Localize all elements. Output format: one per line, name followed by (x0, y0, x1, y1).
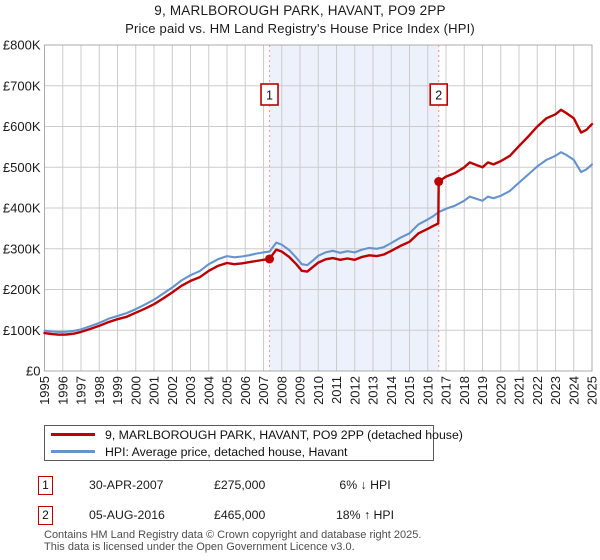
x-tick-label: 2015 (402, 376, 417, 405)
legend: 9, MARLBOROUGH PARK, HAVANT, PO9 2PP (de… (44, 425, 463, 461)
transaction-row-2: 2 05-AUG-2016 £465,000 18% ↑ HPI (0, 506, 600, 526)
x-tick-label: 2005 (220, 376, 235, 405)
transaction-1-price: £275,000 (214, 478, 266, 492)
transaction-2-hpi-delta: 18% ↑ HPI (335, 508, 395, 522)
y-tick-label: £0 (26, 364, 40, 379)
y-tick-label: £800K (3, 38, 41, 53)
x-tick-label: 2011 (329, 376, 344, 404)
x-tick-label: 2007 (256, 376, 271, 405)
chart-title: 9, MARLBOROUGH PARK, HAVANT, PO9 2PP (154, 3, 446, 18)
y-tick-label: £400K (3, 201, 41, 216)
x-tick-label: 1995 (37, 376, 52, 405)
y-tick-label: £700K (3, 78, 41, 93)
transaction-2-date: 05-AUG-2016 (89, 508, 165, 522)
blue-line-swatch (51, 450, 95, 453)
chart-subtitle: Price paid vs. HM Land Registry's House … (125, 21, 475, 36)
x-tick-label: 2000 (128, 376, 143, 405)
plot-border (44, 44, 593, 372)
x-tick-label: 2018 (457, 376, 472, 405)
x-tick-label: 1999 (110, 376, 125, 405)
y-tick-label: £500K (3, 160, 41, 175)
x-tick-label: 2012 (347, 376, 362, 405)
x-tick-label: 2022 (530, 376, 545, 405)
legend-item-property: 9, MARLBOROUGH PARK, HAVANT, PO9 2PP (de… (45, 428, 463, 442)
x-tick-label: 2017 (439, 376, 454, 405)
x-tick-label: 2014 (384, 376, 399, 405)
x-tick-label: 1998 (92, 376, 107, 405)
red-line-swatch (51, 433, 95, 436)
x-tick-label: 1997 (74, 376, 89, 405)
footer-line-1: Contains HM Land Registry data © Crown c… (44, 529, 422, 541)
x-tick-label: 2003 (183, 376, 198, 405)
price-chart: 1 2 £0 £100K £200K £300K £400K £500K £600K £700K £… (3, 38, 600, 405)
transaction-2-badge: 2 (38, 506, 53, 525)
legend-label-property: 9, MARLBOROUGH PARK, HAVANT, PO9 2PP (de… (105, 427, 463, 442)
x-tick-label: 2010 (311, 376, 326, 405)
hpi-line (43, 151, 594, 333)
y-tick-label: £200K (3, 282, 41, 297)
sale-point-1 (265, 254, 275, 264)
legend-item-hpi: HPI: Average price, detached house, Hava… (45, 445, 433, 459)
transaction-1-hpi-delta: 6% ↓ HPI (339, 478, 391, 492)
sale-marker-box-2 (429, 83, 449, 106)
legend-label-hpi: HPI: Average price, detached house, Hava… (105, 444, 348, 459)
x-tick-label: 2013 (366, 376, 381, 405)
x-tick-label: 2002 (165, 376, 180, 405)
y-tick-label: £300K (3, 241, 41, 256)
sale-marker-number-1: 1 (266, 89, 273, 103)
y-tick-label: £100K (3, 323, 41, 338)
chart-header: 9, MARLBOROUGH PARK, HAVANT, PO9 2PP Pri… (0, 3, 600, 36)
x-tick-label: 1996 (55, 376, 70, 405)
x-tick-label: 2009 (293, 376, 308, 405)
x-tick-label: 2004 (201, 376, 216, 405)
x-tick-label: 2021 (512, 376, 527, 405)
sale-point-2 (434, 177, 444, 187)
x-tick-label: 2019 (475, 376, 490, 405)
transaction-1-date: 30-APR-2007 (89, 478, 164, 492)
x-tick-label: 2025 (585, 376, 600, 405)
transaction-2-price: £465,000 (214, 508, 266, 522)
x-tick-label: 2001 (147, 376, 162, 405)
transaction-1-badge: 1 (38, 476, 53, 495)
license-footer: Contains HM Land Registry data © Crown c… (44, 529, 584, 553)
sale-marker-box-1 (260, 83, 279, 106)
x-tick-label: 2006 (238, 376, 253, 405)
transaction-row-1: 1 30-APR-2007 £275,000 6% ↓ HPI (0, 476, 600, 496)
y-tick-label: £600K (3, 119, 41, 134)
x-tick-label: 2016 (420, 376, 435, 405)
x-tick-label: 2023 (548, 376, 563, 405)
footer-line-2: This data is licensed under the Open Gov… (44, 541, 355, 553)
property-price-line (43, 108, 594, 336)
x-tick-label: 2008 (274, 376, 289, 405)
sale-marker-number-2: 2 (435, 89, 442, 103)
x-tick-label: 2020 (493, 376, 508, 405)
x-tick-label: 2024 (566, 376, 581, 405)
